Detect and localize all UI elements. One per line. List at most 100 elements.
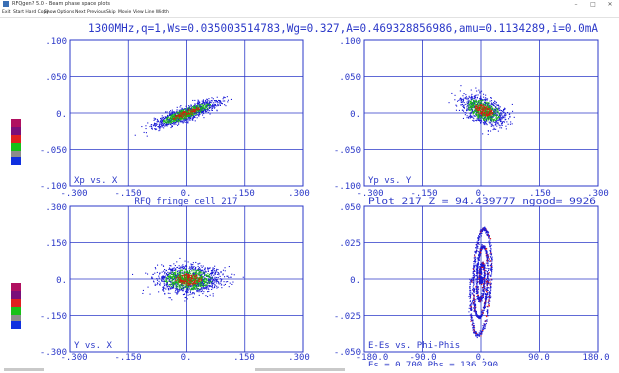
particle (181, 275, 183, 277)
particle (473, 105, 475, 107)
particle (157, 126, 159, 128)
particle (166, 281, 168, 283)
particle (189, 282, 191, 284)
particle (476, 114, 478, 116)
y-tick-labels: .100 .050 0. -.050 -.100 (334, 37, 361, 192)
particle (171, 276, 173, 278)
particle (175, 118, 177, 120)
particle (477, 247, 479, 249)
particle (212, 269, 214, 271)
particle (158, 280, 160, 282)
particle (170, 269, 172, 271)
particle (165, 119, 167, 121)
x-tick-label: -.150 (114, 189, 141, 199)
particle (204, 267, 206, 269)
particle (219, 100, 221, 102)
particle (481, 284, 483, 286)
particle (179, 285, 181, 287)
particle (216, 271, 218, 273)
particle (489, 116, 491, 118)
menu-options[interactable]: Options (57, 10, 75, 15)
particle (186, 284, 188, 286)
particle (490, 97, 492, 99)
particle (151, 128, 153, 130)
particle (195, 285, 197, 287)
particle (202, 106, 204, 108)
particle (188, 283, 190, 285)
particle (186, 275, 188, 277)
particle (193, 105, 195, 107)
particle (160, 120, 162, 122)
menu-line-width[interactable]: Line Width (145, 10, 169, 15)
particle (504, 112, 506, 114)
menu-previous[interactable]: Previous (87, 10, 107, 15)
particle (480, 229, 482, 231)
particle (482, 109, 484, 111)
particle (483, 112, 485, 114)
menu-start-hard-copy[interactable]: Start Hard Copy (13, 10, 50, 15)
particle (196, 279, 198, 281)
particle (490, 286, 492, 288)
particle (214, 107, 216, 109)
particle (490, 117, 492, 119)
minimize-button[interactable]: – (574, 1, 578, 8)
particle (194, 274, 196, 276)
menu-show[interactable]: Show (44, 10, 57, 15)
particle (155, 123, 157, 125)
particle (152, 125, 154, 127)
close-button[interactable]: ✕ (607, 1, 613, 8)
particle (496, 114, 498, 116)
menu-movie[interactable]: Movie (118, 10, 132, 15)
particle (476, 283, 478, 285)
menu-next[interactable]: Next (75, 10, 86, 15)
particle (480, 101, 482, 103)
menu-exit[interactable]: Exit (2, 10, 11, 15)
particle (202, 293, 204, 295)
particle (216, 280, 218, 282)
particle (206, 282, 208, 284)
particle (483, 274, 485, 276)
particle (180, 272, 182, 274)
particle (490, 265, 492, 267)
particle (211, 274, 213, 276)
particle (492, 115, 494, 117)
particle (206, 106, 208, 108)
particle (155, 268, 157, 270)
particle (481, 333, 483, 335)
particle (173, 112, 175, 114)
particle (232, 281, 234, 283)
maximize-button[interactable]: □ (590, 1, 596, 8)
particle (178, 284, 180, 286)
particle (475, 286, 477, 288)
particle (196, 105, 198, 107)
particle-cloud (134, 96, 232, 137)
particle (188, 268, 190, 270)
particle (178, 122, 180, 124)
particle (158, 291, 160, 293)
particle (203, 110, 205, 112)
particle (164, 292, 166, 294)
particle (476, 265, 478, 267)
particle (189, 290, 191, 292)
particle (468, 108, 470, 110)
menu-skip[interactable]: Skip (106, 10, 116, 15)
particle (482, 118, 484, 120)
particle (223, 96, 225, 98)
particle (466, 98, 468, 100)
particle (478, 102, 480, 104)
particle (500, 123, 502, 125)
particle (179, 106, 181, 108)
particle (479, 268, 481, 270)
particle (164, 276, 166, 278)
particle (153, 124, 155, 126)
particle (473, 115, 475, 117)
particle (170, 288, 172, 290)
particle (502, 111, 504, 113)
particle (202, 272, 204, 274)
particle (179, 266, 181, 268)
particle (192, 269, 194, 271)
particle (161, 119, 163, 121)
particle (202, 284, 204, 286)
menu-view[interactable]: View (133, 10, 144, 15)
particle (484, 124, 486, 126)
